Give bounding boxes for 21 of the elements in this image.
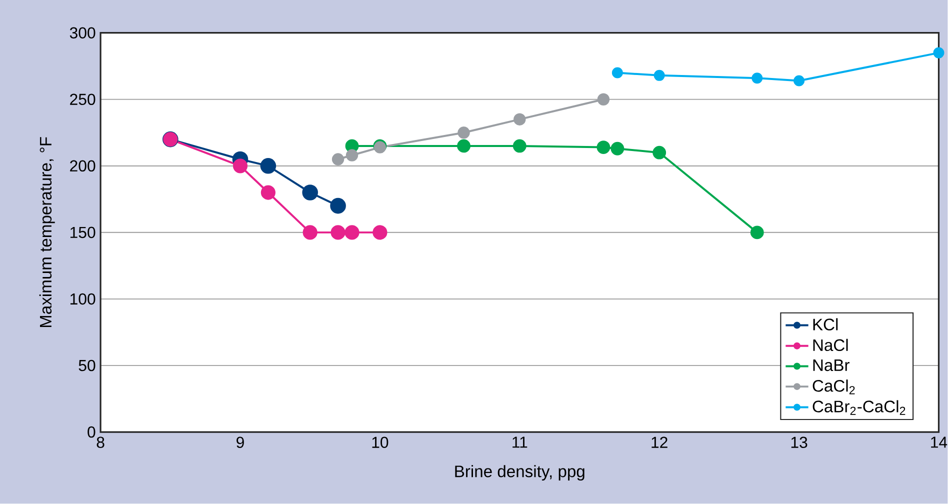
x-tick-label: 12 [652, 436, 668, 448]
x-tick-label: 14 [931, 436, 948, 448]
x-tick-label: 9 [236, 436, 244, 448]
y-tick-label: 50 [78, 360, 96, 372]
y-tick-label: 300 [70, 27, 96, 39]
y-tick-label: 100 [70, 293, 96, 305]
legend-label: CaCl$_{2}$ [812, 380, 855, 394]
legend-label: NaBr [813, 360, 850, 372]
x-axis-title: Brine density, ppg [455, 465, 584, 481]
legend-label: NaCl [813, 338, 848, 352]
y-tick-label: 200 [70, 160, 96, 172]
y-tick-label: 150 [70, 226, 96, 238]
x-tick-label: 13 [791, 436, 808, 448]
legend-label: CaBr$_{2}$-CaCl$_{2}$ [812, 400, 906, 415]
y-tick-label: 0 [88, 426, 96, 438]
x-tick-label: 10 [372, 436, 388, 448]
x-tick-label: 8 [96, 436, 104, 448]
x-tick-label: 11 [512, 436, 528, 448]
y-tick-label: 250 [70, 94, 96, 106]
legend-label: KCl [813, 318, 838, 331]
y-axis-title: Maximum temperature, °F [39, 137, 55, 328]
